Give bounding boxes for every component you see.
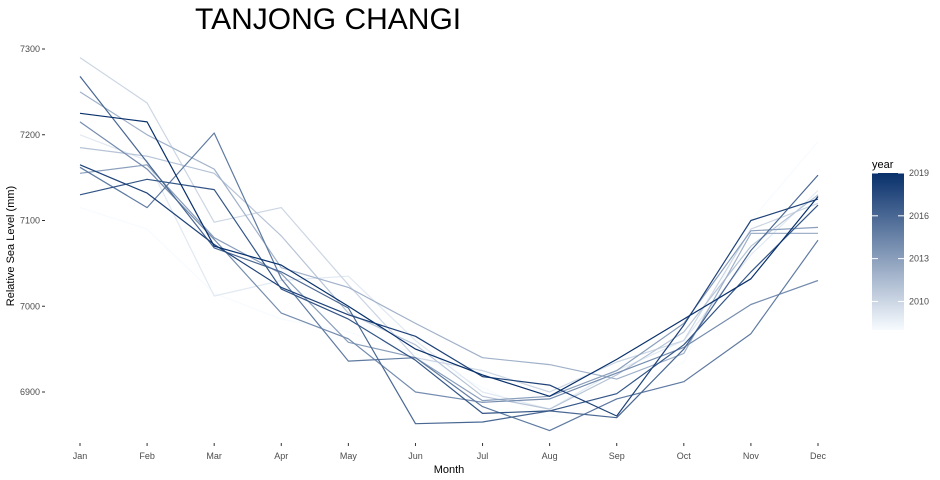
series-line-2008 [79,141,819,419]
x-axis: Jan Feb Mar Apr May Jun Jul Aug Sep Oct Nov Dec [73,443,827,461]
legend-tick-label: 2013 [909,254,929,264]
x-tick-label: Jan [73,451,88,461]
series-line-2009 [79,134,819,410]
x-tick-label: Mar [206,451,222,461]
y-tick-label: 7100 [20,216,40,226]
legend-tick-label: 2019 [909,168,929,178]
series-line-2012 [79,91,818,380]
x-tick-label: Feb [139,451,155,461]
legend: year 2010 2013 2016 2019 [872,159,929,330]
legend-title: year [872,159,894,171]
series-line-2010 [79,57,819,393]
y-tick-label: 6900 [20,387,40,397]
series-line-2017 [79,178,819,414]
x-tick-label: Aug [542,451,558,461]
legend-tick-label: 2010 [909,296,929,306]
x-tick-label: Jun [408,451,423,461]
chart-title: TANJONG CHANGI [195,3,461,36]
legend-tick-label: 2016 [909,211,929,221]
x-tick-label: May [340,451,358,461]
y-tick-label: 7000 [20,301,40,311]
y-tick-label: 7300 [20,44,40,54]
series-lines [79,57,819,432]
series-line-2016 [79,76,819,425]
y-axis-title: Relative Sea Level (mm) [5,186,17,306]
x-tick-label: Dec [810,451,827,461]
x-tick-label: Nov [743,451,760,461]
series-line-2011 [79,147,819,410]
series-line-2015 [79,132,819,432]
series-line-2014 [79,121,819,403]
x-tick-label: Oct [677,451,692,461]
y-axis: 6900 7000 7100 7200 7300 [20,44,45,397]
x-tick-label: Apr [274,451,288,461]
legend-ticks: 2010 2013 2016 2019 [872,168,929,306]
x-tick-label: Jul [477,451,489,461]
x-tick-label: Sep [609,451,625,461]
legend-colorbar [872,173,904,330]
x-axis-title: Month [434,464,465,476]
series-line-2019 [79,112,819,397]
y-tick-label: 7200 [20,130,40,140]
series-line-2018 [79,164,819,417]
